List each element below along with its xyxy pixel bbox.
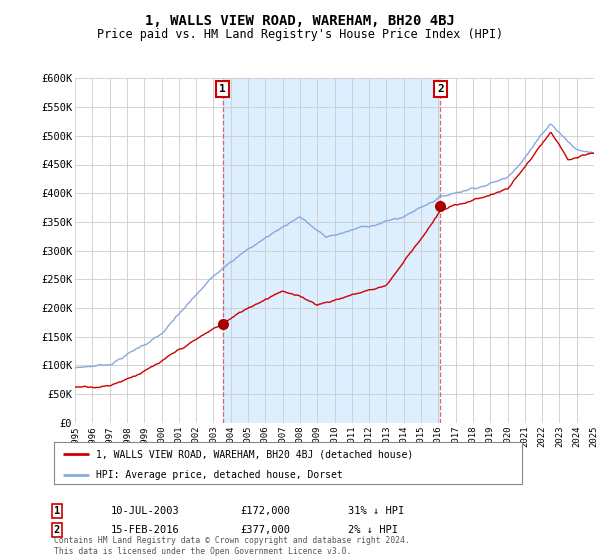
Text: 2: 2 [54, 525, 60, 535]
Text: £172,000: £172,000 [240, 506, 290, 516]
Text: Contains HM Land Registry data © Crown copyright and database right 2024.
This d: Contains HM Land Registry data © Crown c… [54, 536, 410, 556]
Text: 1: 1 [219, 84, 226, 94]
Bar [223, 78, 440, 423]
Text: 1, WALLS VIEW ROAD, WAREHAM, BH20 4BJ: 1, WALLS VIEW ROAD, WAREHAM, BH20 4BJ [145, 14, 455, 28]
Text: £377,000: £377,000 [240, 525, 290, 535]
Text: 1, WALLS VIEW ROAD, WAREHAM, BH20 4BJ (detached house): 1, WALLS VIEW ROAD, WAREHAM, BH20 4BJ (d… [96, 449, 413, 459]
Text: 2% ↓ HPI: 2% ↓ HPI [348, 525, 398, 535]
Text: 2: 2 [437, 84, 444, 94]
Text: 15-FEB-2016: 15-FEB-2016 [111, 525, 180, 535]
Text: 31% ↓ HPI: 31% ↓ HPI [348, 506, 404, 516]
Text: Price paid vs. HM Land Registry's House Price Index (HPI): Price paid vs. HM Land Registry's House … [97, 28, 503, 41]
Text: HPI: Average price, detached house, Dorset: HPI: Average price, detached house, Dors… [96, 470, 343, 480]
Text: 1: 1 [54, 506, 60, 516]
Text: 10-JUL-2003: 10-JUL-2003 [111, 506, 180, 516]
